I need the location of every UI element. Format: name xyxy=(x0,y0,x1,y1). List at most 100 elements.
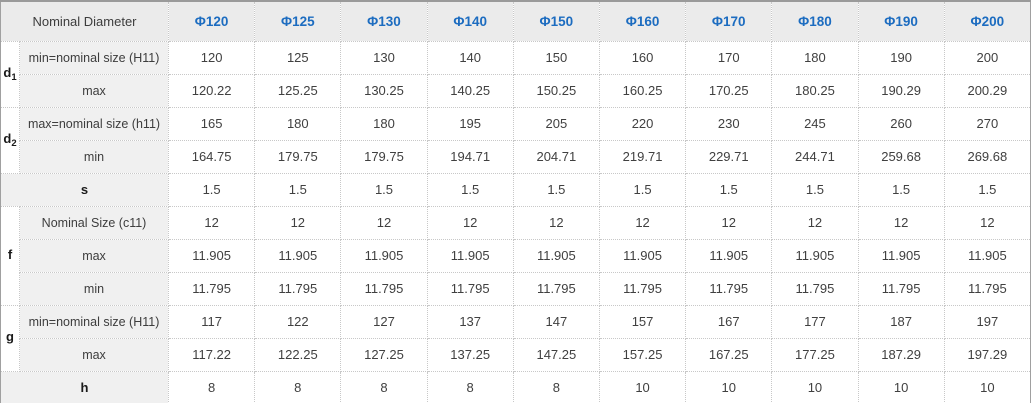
value-cell: 10 xyxy=(685,370,773,403)
value-cell: 230 xyxy=(685,106,773,141)
value-cell: 170 xyxy=(685,40,773,75)
value-cell: 194.71 xyxy=(426,139,514,174)
table-row: max 11.905 11.905 11.905 11.905 11.905 11.905 1… xyxy=(1,238,1031,273)
header-diameter-cell: Φ200 xyxy=(943,0,1031,42)
value-cell: 12 xyxy=(685,205,773,240)
value-cell: 12 xyxy=(857,205,945,240)
header-diameter-cell: Φ150 xyxy=(512,0,600,42)
header-diameter-cell: Φ125 xyxy=(254,0,342,42)
table-header: Nominal Diameter Φ120 Φ125 Φ130 Φ140 Φ150 Φ16… xyxy=(0,0,1031,42)
value-cell: 12 xyxy=(168,205,256,240)
value-cell: 11.795 xyxy=(254,271,342,306)
header-diameter-cell: Φ170 xyxy=(685,0,773,42)
value-cell: 187.29 xyxy=(857,337,945,372)
header-diameter-cell: Φ160 xyxy=(598,0,687,42)
table-row: min 164.75 179.75 179.75 194.71 204.71 219.71 2… xyxy=(1,139,1031,174)
row-label: min xyxy=(18,139,170,174)
value-cell: 1.5 xyxy=(598,172,687,207)
group-label-base: d xyxy=(3,65,12,80)
group-label-base: g xyxy=(6,329,14,344)
value-cell: 269.68 xyxy=(943,139,1031,174)
value-cell: 12 xyxy=(512,205,600,240)
value-cell: 157.25 xyxy=(598,337,687,372)
value-cell: 11.905 xyxy=(685,238,773,273)
value-cell: 1.5 xyxy=(943,172,1031,207)
value-cell: 160 xyxy=(598,40,687,75)
value-cell: 11.795 xyxy=(771,271,859,306)
group-label-base: d xyxy=(3,131,12,146)
value-cell: 150 xyxy=(512,40,600,75)
value-cell: 260 xyxy=(857,106,945,141)
value-cell: 11.905 xyxy=(168,238,256,273)
value-cell: 11.795 xyxy=(340,271,428,306)
header-diameter-cell: Φ130 xyxy=(340,0,428,42)
value-cell: 259.68 xyxy=(857,139,945,174)
value-cell: 220 xyxy=(598,106,687,141)
value-cell: 120 xyxy=(168,40,256,75)
header-corner-cell: Nominal Diameter xyxy=(0,0,170,42)
value-cell: 11.795 xyxy=(857,271,945,306)
value-cell: 270 xyxy=(943,106,1031,141)
value-cell: 137 xyxy=(426,304,514,339)
row-label: min=nominal size (H11) xyxy=(18,40,170,75)
value-cell: 10 xyxy=(598,370,687,403)
value-cell: 1.5 xyxy=(426,172,514,207)
value-cell: 12 xyxy=(340,205,428,240)
header-diameter-cell: Φ180 xyxy=(771,0,859,42)
row-label: max xyxy=(18,238,170,273)
value-cell: 160.25 xyxy=(598,73,687,108)
header-diameter-cell: Φ120 xyxy=(168,0,256,42)
value-cell: 11.795 xyxy=(943,271,1031,306)
value-cell: 10 xyxy=(943,370,1031,403)
value-cell: 117.22 xyxy=(168,337,256,372)
value-cell: 167.25 xyxy=(685,337,773,372)
value-cell: 180 xyxy=(771,40,859,75)
table-row: s 1.5 1.5 1.5 1.5 1.5 1.5 1.5 1.5 1.5 1.5 xyxy=(0,172,1031,207)
value-cell: 165 xyxy=(168,106,256,141)
value-cell: 11.905 xyxy=(512,238,600,273)
value-cell: 179.75 xyxy=(340,139,428,174)
value-cell: 245 xyxy=(771,106,859,141)
value-cell: 147.25 xyxy=(512,337,600,372)
table-row: h 8 8 8 8 8 10 10 10 10 10 xyxy=(0,370,1031,403)
row-label-merged: s xyxy=(0,172,170,207)
value-cell: 127.25 xyxy=(340,337,428,372)
value-cell: 11.905 xyxy=(254,238,342,273)
value-cell: 11.905 xyxy=(771,238,859,273)
row-label-merged: h xyxy=(0,370,170,403)
value-cell: 12 xyxy=(598,205,687,240)
row-label: max=nominal size (h11) xyxy=(18,106,170,141)
value-cell: 180.25 xyxy=(771,73,859,108)
value-cell: 8 xyxy=(512,370,600,403)
value-cell: 10 xyxy=(771,370,859,403)
value-cell: 11.795 xyxy=(512,271,600,306)
value-cell: 177.25 xyxy=(771,337,859,372)
table-row: max 120.22 125.25 130.25 140.25 150.25 160.25 1… xyxy=(1,73,1031,108)
value-cell: 11.795 xyxy=(685,271,773,306)
value-cell: 1.5 xyxy=(685,172,773,207)
value-cell: 11.905 xyxy=(426,238,514,273)
table-row: min 11.795 11.795 11.795 11.795 11.795 11.795 1… xyxy=(1,271,1031,306)
value-cell: 180 xyxy=(254,106,342,141)
value-cell: 125.25 xyxy=(254,73,342,108)
value-cell: 130 xyxy=(340,40,428,75)
value-cell: 12 xyxy=(943,205,1031,240)
value-cell: 8 xyxy=(168,370,256,403)
value-cell: 8 xyxy=(254,370,342,403)
value-cell: 187 xyxy=(857,304,945,339)
group-label: f xyxy=(0,205,20,306)
value-cell: 150.25 xyxy=(512,73,600,108)
value-cell: 125 xyxy=(254,40,342,75)
value-cell: 130.25 xyxy=(340,73,428,108)
value-cell: 8 xyxy=(340,370,428,403)
value-cell: 122.25 xyxy=(254,337,342,372)
value-cell: 11.795 xyxy=(598,271,687,306)
value-cell: 1.5 xyxy=(857,172,945,207)
value-cell: 1.5 xyxy=(512,172,600,207)
value-cell: 1.5 xyxy=(340,172,428,207)
value-cell: 197.29 xyxy=(943,337,1031,372)
value-cell: 11.905 xyxy=(598,238,687,273)
value-cell: 11.795 xyxy=(168,271,256,306)
table-row: d2 max=nominal size (h11) 165 180 180 195 205 2… xyxy=(0,106,1031,174)
